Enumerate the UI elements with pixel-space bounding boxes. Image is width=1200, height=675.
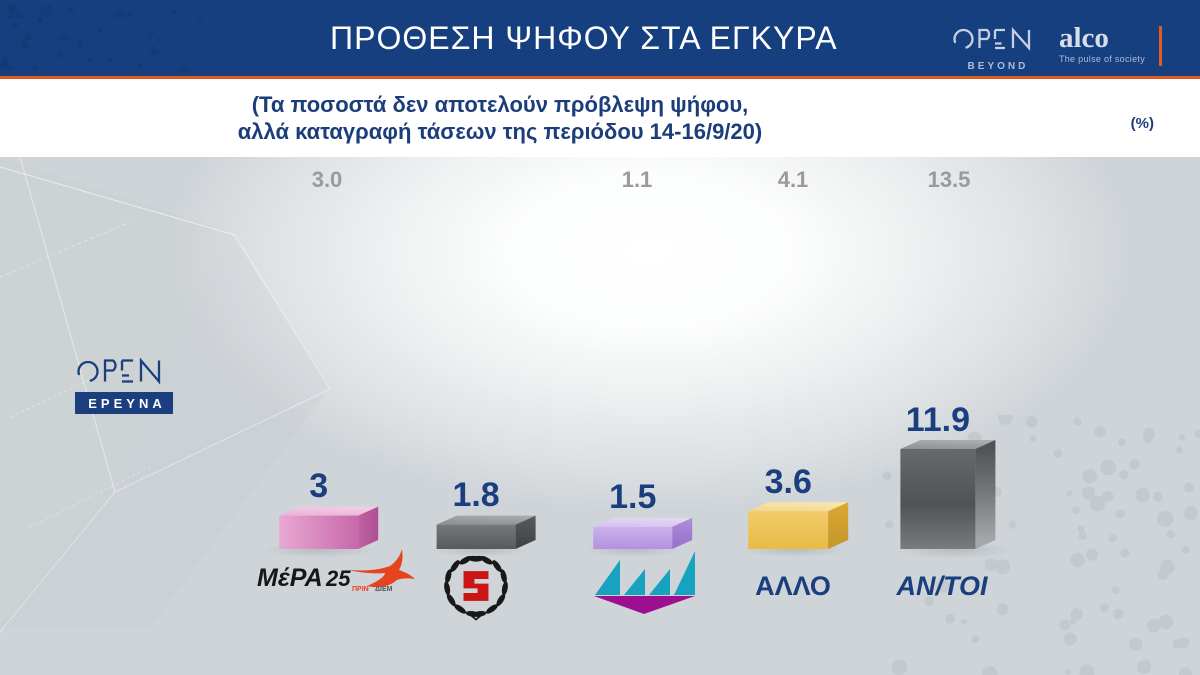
svg-text:1.5: 1.5	[609, 478, 656, 516]
svg-text:3.0: 3.0	[312, 167, 343, 192]
svg-text:13.5: 13.5	[928, 167, 971, 192]
svg-text:3: 3	[309, 467, 328, 505]
svg-text:ΑΛΛΟ: ΑΛΛΟ	[755, 571, 831, 601]
svg-text:11.9: 11.9	[906, 401, 970, 439]
svg-text:ΑΝ/ΤΟΙ: ΑΝ/ΤΟΙ	[895, 571, 988, 601]
svg-text:3.6: 3.6	[765, 463, 812, 501]
svg-text:25: 25	[325, 566, 351, 591]
svg-text:ΜέPA: ΜέPA	[257, 564, 323, 592]
svg-text:ΔΙΕΜ: ΔΙΕΜ	[375, 586, 393, 593]
svg-text:ΠΡΙΝ: ΠΡΙΝ	[352, 586, 369, 593]
svg-text:1.8: 1.8	[452, 476, 499, 514]
svg-text:1.1: 1.1	[622, 167, 653, 192]
svg-text:4.1: 4.1	[778, 167, 809, 192]
